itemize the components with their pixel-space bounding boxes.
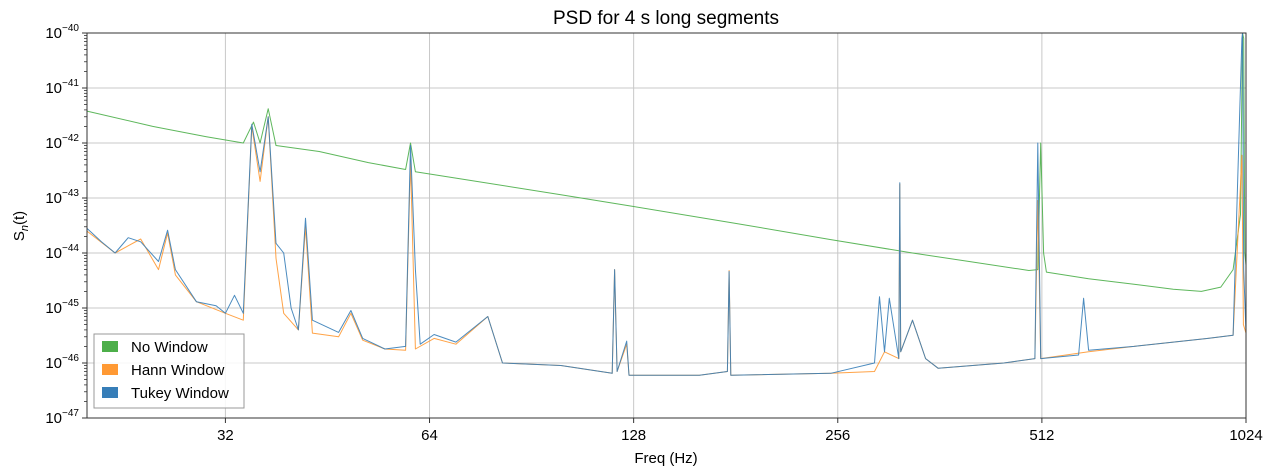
y-tick-exponent: −45 <box>62 298 79 309</box>
y-tick-label: 10−46 <box>45 353 79 372</box>
y-tick-exponent: −47 <box>62 408 79 419</box>
y-tick-base: 10 <box>45 410 62 427</box>
legend-swatch <box>102 364 118 375</box>
tick-layer: 32 64 128 256 512 102410−4010−4110−4210−4310−… <box>45 23 1262 444</box>
series-line-hann-window <box>86 116 1247 376</box>
x-axis-label: Freq (Hz) <box>634 450 697 467</box>
legend-items: No Window Hann Window Tukey Window <box>102 339 229 402</box>
legend-label: Hann Window <box>131 362 225 379</box>
y-tick-base: 10 <box>45 355 62 372</box>
y-tick-base: 10 <box>45 25 62 42</box>
series-line-tukey-window <box>86 32 1247 376</box>
legend-swatch <box>102 341 118 352</box>
x-tick-label: 64 <box>421 427 438 444</box>
y-axis-label-tail: (t) <box>11 211 28 225</box>
y-tick-label: 10−44 <box>45 243 79 262</box>
y-tick-label: 10−45 <box>45 298 79 317</box>
x-tick-label: 128 <box>621 427 646 444</box>
y-tick-exponent: −40 <box>62 23 79 34</box>
legend-swatch <box>102 387 118 398</box>
y-axis-label-sub: n <box>19 225 31 231</box>
legend-box <box>93 333 245 409</box>
y-tick-base: 10 <box>45 190 62 207</box>
y-tick-label: 10−41 <box>45 78 79 97</box>
y-tick-label: 10−40 <box>45 23 79 42</box>
plot-frame <box>86 32 1247 419</box>
y-tick-exponent: −42 <box>62 133 79 144</box>
y-tick-base: 10 <box>45 135 62 152</box>
legend: No Window Hann Window Tukey Window <box>93 333 245 409</box>
y-tick-base: 10 <box>45 245 62 262</box>
y-tick-label: 10−43 <box>45 188 79 207</box>
y-tick-exponent: −43 <box>62 188 79 199</box>
grid-layer <box>87 33 1246 418</box>
x-tick-label: 1024 <box>1229 427 1262 444</box>
y-axis-label: Sn(t) <box>11 211 31 241</box>
y-tick-base: 10 <box>45 80 62 97</box>
y-tick-exponent: −46 <box>62 353 79 364</box>
y-tick-exponent: −41 <box>62 78 79 89</box>
x-tick-label: 32 <box>217 427 234 444</box>
y-tick-label: 10−42 <box>45 133 79 152</box>
series-line-no-window <box>86 32 1247 292</box>
legend-label: No Window <box>131 339 208 356</box>
x-tick-label: 512 <box>1029 427 1054 444</box>
chart-title: PSD for 4 s long segments <box>553 8 779 29</box>
y-axis-label-main: S <box>11 231 28 241</box>
y-tick-base: 10 <box>45 300 62 317</box>
series-layer <box>86 32 1247 376</box>
x-tick-label: 256 <box>825 427 850 444</box>
y-tick-label: 10−47 <box>45 408 79 427</box>
y-tick-exponent: −44 <box>62 243 79 254</box>
legend-label: Tukey Window <box>131 385 229 402</box>
